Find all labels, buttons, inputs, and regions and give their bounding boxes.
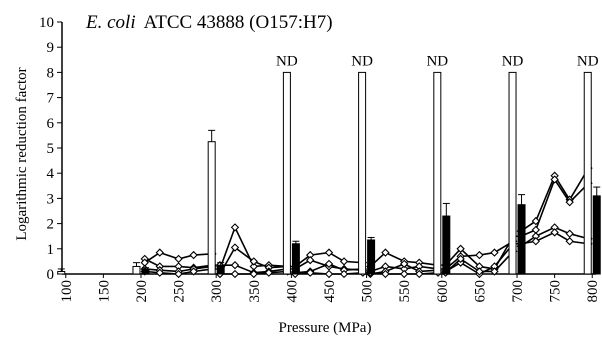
series-marker [306,268,315,277]
open-bar [207,141,216,275]
series-marker [306,255,315,265]
x-tick-label: 100 [59,280,75,303]
series-marker [475,267,484,276]
x-tick-label: 350 [247,280,263,303]
series-marker [475,250,484,260]
y-tick-label: 8 [47,65,55,81]
open-bar [433,71,442,275]
series-marker [324,248,334,257]
nd-label: ND [577,53,599,69]
series-marker [249,269,258,279]
series-marker [230,223,240,232]
x-tick-label: 500 [360,280,376,303]
series-marker [230,243,240,252]
series-marker [230,261,240,270]
x-tick-label: 550 [397,280,413,303]
filled-bar [517,204,526,275]
series-marker [264,268,274,277]
nd-label: ND [276,53,298,69]
nd-label: ND [426,53,448,69]
x-tick-label: 750 [548,280,564,303]
series-marker [456,254,465,264]
x-tick-label: 650 [472,280,488,303]
x-tick-label: 800 [585,280,601,303]
series-marker [381,269,390,279]
x-tick-label: 300 [209,280,225,303]
filled-bar [141,268,150,275]
series-marker [324,259,334,269]
series-marker [565,198,574,207]
series-marker [550,175,559,184]
x-axis-title: Pressure (MPa) [279,320,372,336]
series-marker [381,248,390,257]
y-tick-label: 7 [47,91,55,107]
y-tick-label: 10 [39,15,54,31]
x-tick-label: 700 [510,280,526,303]
x-tick-label: 150 [96,280,112,303]
y-tick-label: 4 [47,166,55,182]
x-tick-label: 200 [134,280,150,303]
nd-label: ND [502,53,524,69]
series-marker [400,259,409,269]
series-marker [550,228,559,237]
chart-title: E. coli ATCC 43888 (O157:H7) [85,12,333,33]
filled-bar [216,264,225,275]
y-tick-label: 3 [47,191,55,207]
series-marker [189,267,198,276]
filled-bar [367,239,376,275]
x-tick-label: 400 [284,280,300,303]
x-tick-label: 250 [172,280,188,303]
y-tick-label: 5 [47,141,55,157]
series-marker [490,267,499,276]
open-bar [282,71,291,275]
y-axis-title: Logarithmic reduction factor [14,67,30,240]
nd-label: ND [351,53,373,69]
series-marker [230,269,240,279]
open-bar [132,265,141,275]
series-marker [490,248,499,257]
filled-bar [291,243,300,275]
series-marker [174,269,183,279]
open-bar [358,71,367,275]
y-tick-label: 9 [47,40,55,56]
plot-area: 0 1 2 3 4 5 6 7 8 9 10 100 150 200 250 300 350 400 450 500 5… [39,15,601,303]
open-bar [57,270,66,275]
series-marker [155,248,164,257]
series-marker [339,257,349,266]
series-marker [324,269,334,279]
series-marker [400,269,409,279]
chart-title-organism: E. coli [85,12,136,33]
series-marker [531,237,541,246]
series-marker [531,216,541,226]
y-tick-label: 0 [47,267,55,283]
series-marker [565,229,574,238]
y-tick-label: 2 [47,217,55,233]
series-marker [249,257,258,266]
series-marker [155,268,164,277]
open-bar [583,71,592,275]
series-marker [189,250,198,260]
series-marker [339,269,349,279]
series-marker [415,269,424,279]
y-tick-label: 1 [47,242,55,258]
filled-bar [442,215,451,275]
y-tick-label: 6 [47,116,55,132]
x-tick-label: 600 [435,280,451,303]
open-bar [508,71,517,275]
series-marker [174,254,183,264]
x-tick-label: 450 [322,280,338,303]
filled-bar [592,195,601,275]
chart-title-strain: ATCC 43888 (O157:H7) [144,12,333,33]
series-marker [565,237,574,246]
